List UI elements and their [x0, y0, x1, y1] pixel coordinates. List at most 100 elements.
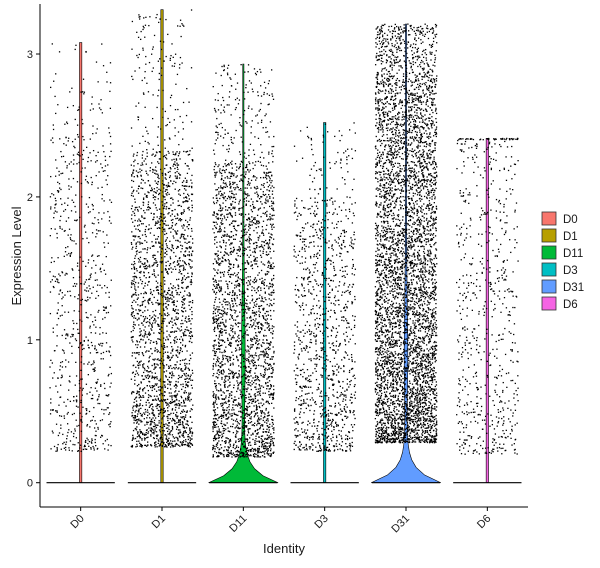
data-point: [241, 455, 243, 458]
data-point: [140, 382, 142, 384]
data-point: [249, 315, 252, 318]
data-point: [266, 362, 269, 365]
data-point: [188, 396, 190, 398]
data-point: [133, 327, 135, 329]
data-point: [190, 9, 193, 11]
data-point: [190, 247, 192, 250]
data-point: [172, 151, 174, 153]
data-point: [161, 320, 164, 322]
data-point: [169, 384, 171, 386]
data-point: [263, 361, 266, 363]
data-point: [177, 415, 179, 417]
data-point: [178, 263, 180, 265]
data-point: [177, 164, 180, 166]
data-point: [235, 418, 238, 420]
data-point: [85, 413, 87, 415]
data-point: [257, 422, 259, 425]
data-point: [174, 127, 176, 129]
data-point: [78, 276, 81, 278]
data-point: [237, 277, 240, 279]
data-point: [133, 323, 135, 326]
data-point: [131, 248, 133, 250]
data-point: [238, 365, 240, 367]
data-point: [171, 397, 173, 399]
data-point: [252, 432, 254, 435]
data-point: [184, 430, 186, 432]
data-point: [223, 235, 225, 237]
data-point: [271, 332, 274, 335]
data-point: [256, 298, 259, 300]
violin-shape: [79, 42, 83, 484]
data-point: [227, 304, 229, 306]
data-point: [131, 280, 133, 282]
data-point: [104, 155, 106, 158]
data-point: [105, 306, 107, 308]
data-point: [221, 126, 224, 129]
data-point: [153, 388, 156, 390]
data-point: [161, 244, 163, 246]
data-point: [267, 431, 270, 433]
data-point: [131, 412, 133, 414]
data-point: [184, 290, 186, 292]
data-point: [264, 431, 266, 433]
data-point: [272, 369, 274, 371]
data-point: [258, 436, 260, 438]
data-point: [147, 247, 149, 249]
data-point: [253, 455, 255, 457]
data-point: [222, 99, 225, 102]
data-point: [218, 371, 221, 373]
data-point: [149, 333, 152, 335]
data-point: [168, 356, 170, 359]
data-point: [240, 362, 242, 364]
data-point: [222, 414, 225, 417]
data-point: [143, 387, 146, 389]
data-point: [167, 268, 170, 270]
data-point: [240, 179, 242, 181]
data-point: [232, 196, 234, 199]
data-point: [136, 250, 138, 252]
data-point: [163, 155, 165, 158]
data-point: [174, 188, 176, 190]
data-point: [216, 326, 219, 328]
data-point: [76, 124, 79, 126]
data-point: [227, 411, 230, 413]
data-point: [84, 224, 86, 226]
data-point: [253, 425, 256, 427]
data-point: [235, 280, 237, 283]
data-point: [237, 276, 239, 278]
data-point: [266, 254, 269, 256]
data-point: [155, 238, 157, 240]
data-point: [220, 431, 222, 433]
data-point: [94, 319, 97, 321]
data-point: [164, 147, 166, 149]
data-point: [240, 411, 242, 413]
data-point: [256, 260, 258, 262]
data-point: [250, 455, 252, 457]
data-point: [251, 361, 254, 363]
data-point: [188, 185, 191, 187]
data-point: [247, 182, 250, 184]
data-point: [245, 271, 247, 273]
data-point: [182, 24, 184, 26]
data-point: [226, 422, 228, 424]
data-point: [248, 239, 250, 241]
data-point: [187, 385, 189, 388]
data-point: [173, 304, 175, 306]
data-point: [224, 377, 227, 379]
data-point: [186, 172, 189, 175]
data-point: [173, 163, 175, 165]
data-point: [50, 208, 52, 210]
data-point: [248, 455, 250, 457]
data-point: [150, 328, 152, 330]
data-point: [219, 245, 221, 247]
data-point: [101, 435, 104, 437]
data-point: [175, 289, 177, 292]
data-point: [265, 315, 267, 317]
data-point: [169, 138, 171, 140]
data-point: [154, 224, 156, 226]
data-point: [61, 305, 63, 307]
data-point: [226, 148, 228, 151]
data-point: [179, 436, 181, 438]
data-point: [165, 188, 167, 191]
data-point: [88, 346, 90, 349]
